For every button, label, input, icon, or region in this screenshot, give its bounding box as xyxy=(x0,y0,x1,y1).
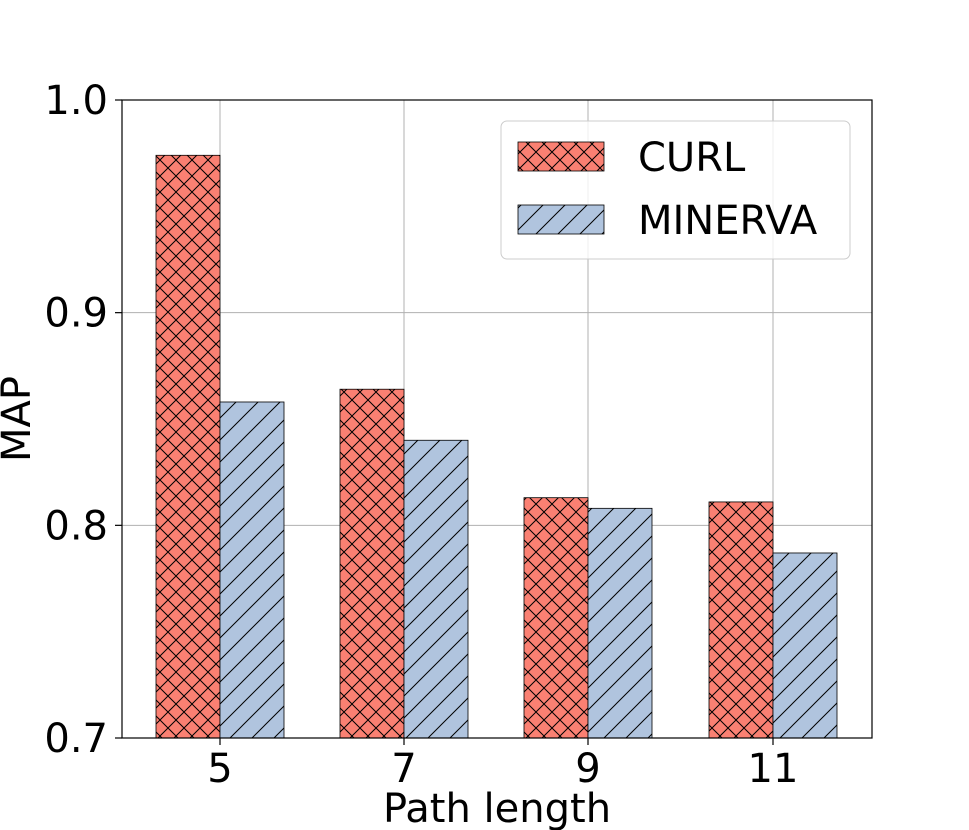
y-tick-label: 0.7 xyxy=(44,716,108,762)
legend-swatch-minerva xyxy=(517,204,605,235)
x-tick-label: 7 xyxy=(391,746,416,792)
y-tick-label: 1.0 xyxy=(44,78,108,124)
y-axis-ticks: 0.7 0.8 0.9 1.0 xyxy=(44,78,122,762)
x-axis-label: Path length xyxy=(383,786,611,830)
legend-label-minerva: MINERVA xyxy=(638,198,818,244)
bar-minerva-7 xyxy=(403,439,469,739)
x-axis-ticks: 5 7 9 11 xyxy=(207,738,798,792)
bars xyxy=(155,154,838,739)
x-tick-label: 9 xyxy=(575,746,600,792)
bar-curl-11 xyxy=(708,501,774,739)
legend-swatch-curl xyxy=(517,141,605,172)
legend: CURL MINERVA xyxy=(500,120,851,260)
x-tick-label: 5 xyxy=(207,746,232,792)
y-tick-label: 0.8 xyxy=(44,503,108,549)
bar-minerva-11 xyxy=(772,552,838,739)
bar-minerva-9 xyxy=(587,507,653,739)
legend-label-curl: CURL xyxy=(638,135,746,181)
plot-frame xyxy=(121,99,873,739)
x-tick-label: 11 xyxy=(748,746,799,792)
bar-curl-7 xyxy=(339,388,405,739)
bar-curl-9 xyxy=(523,497,589,739)
bar-minerva-5 xyxy=(219,401,285,739)
y-axis-label: MAP xyxy=(0,376,40,462)
bar-curl-5 xyxy=(155,154,221,739)
y-tick-label: 0.9 xyxy=(44,291,108,337)
